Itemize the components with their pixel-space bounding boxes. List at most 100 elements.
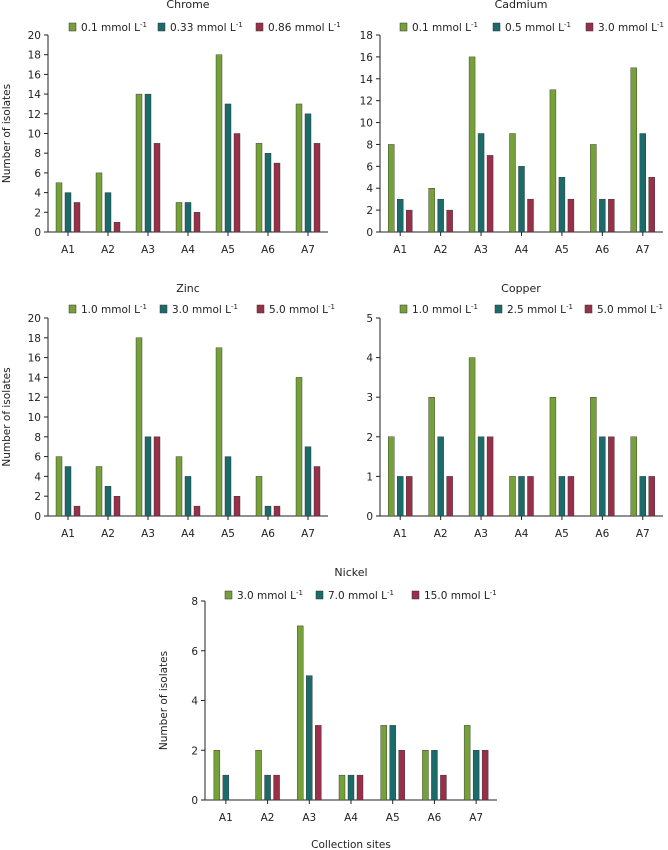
- bar-a6-s2: [599, 436, 606, 517]
- legend-swatch: [68, 304, 77, 314]
- y-tick-label: 16: [28, 353, 42, 365]
- x-tick-label: A6: [261, 244, 275, 256]
- bar-a5-s1: [215, 54, 223, 233]
- y-tick-label: 12: [28, 392, 41, 404]
- x-tick-label: A3: [141, 528, 155, 540]
- bar-a2-s2: [437, 436, 444, 517]
- legend-label: 5.0 mmol L-1: [597, 303, 663, 316]
- x-tick-label: A5: [221, 528, 235, 540]
- bar-a6-s1: [590, 144, 597, 233]
- bar-a4-s2: [184, 202, 192, 233]
- bar-a7-s3: [648, 177, 655, 233]
- bar-a4-s1: [175, 456, 183, 517]
- x-tick-label: A3: [141, 244, 155, 256]
- y-tick-label: 2: [34, 491, 41, 503]
- bar-a4-s3: [193, 505, 201, 517]
- y-tick-label: 14: [360, 74, 374, 86]
- bar-a5-s3: [233, 133, 241, 233]
- bar-a7-s1: [295, 377, 303, 517]
- bar-a5-s3: [567, 198, 575, 233]
- x-tick-label: A2: [101, 528, 115, 540]
- bar-a2-s1: [428, 397, 435, 517]
- bar-a2-s3: [446, 476, 453, 517]
- bar-a6-s1: [422, 750, 429, 801]
- bar-a4-s1: [509, 133, 516, 233]
- x-tick-label: A5: [555, 528, 569, 540]
- bar-a2-s1: [428, 188, 435, 233]
- x-tick-label: A6: [261, 528, 275, 540]
- y-tick-label: 12: [360, 96, 373, 108]
- bar-a2-s3: [273, 774, 280, 801]
- y-tick-label: 2: [34, 207, 41, 219]
- bar-a4-s1: [509, 476, 516, 517]
- bar-a7-s3: [481, 750, 489, 801]
- bar-a5-s3: [233, 496, 241, 517]
- bar-a3-s2: [144, 436, 152, 517]
- bar-a2-s2: [104, 192, 112, 233]
- y-tick-label: 10: [28, 129, 41, 141]
- bar-a3-s1: [297, 625, 304, 801]
- bar-a6-s2: [431, 750, 438, 801]
- bar-a1-s2: [64, 466, 72, 517]
- x-tick-label: A3: [474, 528, 488, 540]
- x-tick-label: A7: [636, 528, 650, 540]
- x-tick-label: A7: [301, 528, 315, 540]
- y-tick-label: 14: [28, 372, 42, 384]
- bar-a7-s1: [630, 436, 637, 517]
- bar-a3-s2: [477, 133, 485, 233]
- bar-a5-s2: [224, 103, 232, 233]
- bar-a7-s1: [295, 103, 303, 233]
- panel-title: Copper: [501, 282, 541, 295]
- legend-swatch: [494, 304, 503, 314]
- y-axis-title: Number of isolates: [1, 367, 13, 466]
- bar-a2-s3: [446, 209, 453, 233]
- legend-swatch: [411, 590, 420, 600]
- bar-a6-s1: [590, 397, 597, 517]
- y-tick-label: 20: [28, 313, 41, 325]
- bar-a5-s1: [549, 89, 557, 233]
- y-tick-label: 2: [191, 745, 198, 757]
- bar-a6-s3: [440, 774, 447, 801]
- bar-a1-s3: [73, 202, 81, 233]
- y-tick-label: 4: [34, 188, 41, 200]
- x-tick-label: A6: [427, 812, 441, 824]
- chart-panel-cadmium: Cadmium 0.1 mmol L-1 0.5 mmol L-1 3.0 mmol …: [360, 0, 664, 256]
- bar-a1-s3: [73, 505, 81, 517]
- legend-label: 3.0 mmol L-1: [598, 21, 664, 34]
- bar-a4-s2: [518, 476, 525, 517]
- legend-swatch: [315, 590, 324, 600]
- legend-label: 0.5 mmol L-1: [505, 21, 571, 34]
- x-tick-label: A7: [469, 812, 483, 824]
- x-tick-label: A5: [555, 244, 569, 256]
- x-tick-label: A5: [221, 244, 235, 256]
- bar-a2-s3: [113, 221, 121, 233]
- bar-a4-s3: [356, 774, 364, 801]
- bar-a5-s1: [215, 347, 223, 517]
- legend-label: 0.1 mmol L-1: [412, 21, 478, 34]
- bar-a1-s2: [397, 476, 404, 517]
- x-tick-label: A1: [219, 812, 233, 824]
- y-tick-label: 6: [34, 168, 41, 180]
- bar-a1-s2: [397, 198, 404, 233]
- bar-a5-s2: [224, 456, 232, 517]
- y-tick-label: 2: [366, 205, 373, 217]
- y-tick-label: 10: [360, 118, 373, 130]
- x-tick-label: A4: [515, 244, 529, 256]
- bar-a2-s1: [95, 172, 103, 233]
- legend-swatch: [492, 22, 501, 32]
- bar-a3-s2: [306, 675, 313, 801]
- legend-label: 3.0 mmol L-1: [172, 303, 238, 316]
- bar-a1-s1: [388, 144, 395, 233]
- bar-a5-s2: [558, 177, 566, 233]
- bar-a1-s1: [55, 182, 63, 233]
- bar-a2-s2: [104, 486, 112, 517]
- bar-a7-s1: [630, 67, 637, 233]
- bar-a3-s2: [144, 93, 152, 233]
- legend-label: 2.5 mmol L-1: [507, 303, 573, 316]
- y-tick-label: 0: [366, 511, 373, 523]
- bar-a7-s2: [472, 750, 480, 801]
- x-tick-label: A1: [393, 244, 407, 256]
- bar-a6-s1: [255, 476, 263, 517]
- y-tick-label: 2: [366, 432, 373, 444]
- bar-a1-s2: [222, 774, 230, 801]
